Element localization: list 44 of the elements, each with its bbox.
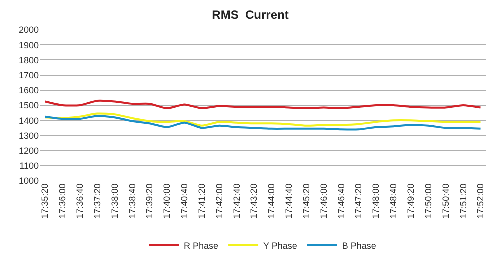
line-series <box>44 115 482 131</box>
x-tick-label: 17:42:00 <box>214 184 224 219</box>
legend-label: R Phase <box>184 241 219 252</box>
x-tick-label: 17:50:40 <box>440 184 451 219</box>
x-tick-label: 17:45:20 <box>301 184 312 219</box>
x-tick-label: 17:43:20 <box>249 184 260 219</box>
x-tick-label: 17:35:20 <box>40 184 50 219</box>
x-tick-label: 17:46:40 <box>336 184 346 219</box>
x-tick-label: 17:52:00 <box>476 184 486 219</box>
y-tick-label: 1900 <box>18 40 39 50</box>
x-tick-label: 17:50:00 <box>423 184 434 219</box>
y-tick-label: 1600 <box>18 86 39 96</box>
x-tick-label: 17:36:00 <box>58 184 68 219</box>
y-tick-label: 1200 <box>18 146 39 156</box>
x-tick-label: 17:38:40 <box>127 184 138 219</box>
x-tick-label: 17:44:00 <box>266 184 277 219</box>
legend-label: Y Phase <box>264 241 298 252</box>
chart-title: RMS Current <box>212 8 289 22</box>
y-tick-label: 1100 <box>20 161 39 172</box>
x-tick-label: 17:42:40 <box>232 184 242 219</box>
y-tick-label: 1400 <box>18 116 39 126</box>
x-tick-label: 17:48:00 <box>371 184 382 219</box>
x-tick-label: 17:48:40 <box>388 184 399 219</box>
y-tick-label: 1500 <box>18 100 39 111</box>
x-tick-label: 17:36:40 <box>74 184 85 219</box>
y-tick-label: 1000 <box>18 176 39 186</box>
x-tick-label: 17:41:20 <box>196 184 207 219</box>
y-tick-label: 1800 <box>18 55 39 66</box>
x-tick-label: 17:40:00 <box>162 184 172 219</box>
y-tick-label: 2000 <box>18 25 39 36</box>
x-tick-label: 17:39:20 <box>144 184 155 219</box>
x-tick-label: 17:49:20 <box>406 184 416 219</box>
legend-label: B Phase <box>342 241 376 252</box>
y-tick-label: 1300 <box>18 130 39 141</box>
x-tick-label: 17:51:20 <box>458 184 468 219</box>
line-series <box>44 112 482 127</box>
y-tick-label: 1700 <box>18 70 39 80</box>
x-tick-label: 17:40:40 <box>180 184 190 219</box>
x-tick-label: 17:47:20 <box>354 184 364 219</box>
x-tick-label: 17:38:00 <box>110 184 120 219</box>
line-series <box>44 100 482 110</box>
x-tick-label: 17:37:20 <box>92 184 102 219</box>
x-tick-label: 17:46:00 <box>318 184 329 219</box>
x-tick-label: 17:44:40 <box>284 184 294 219</box>
